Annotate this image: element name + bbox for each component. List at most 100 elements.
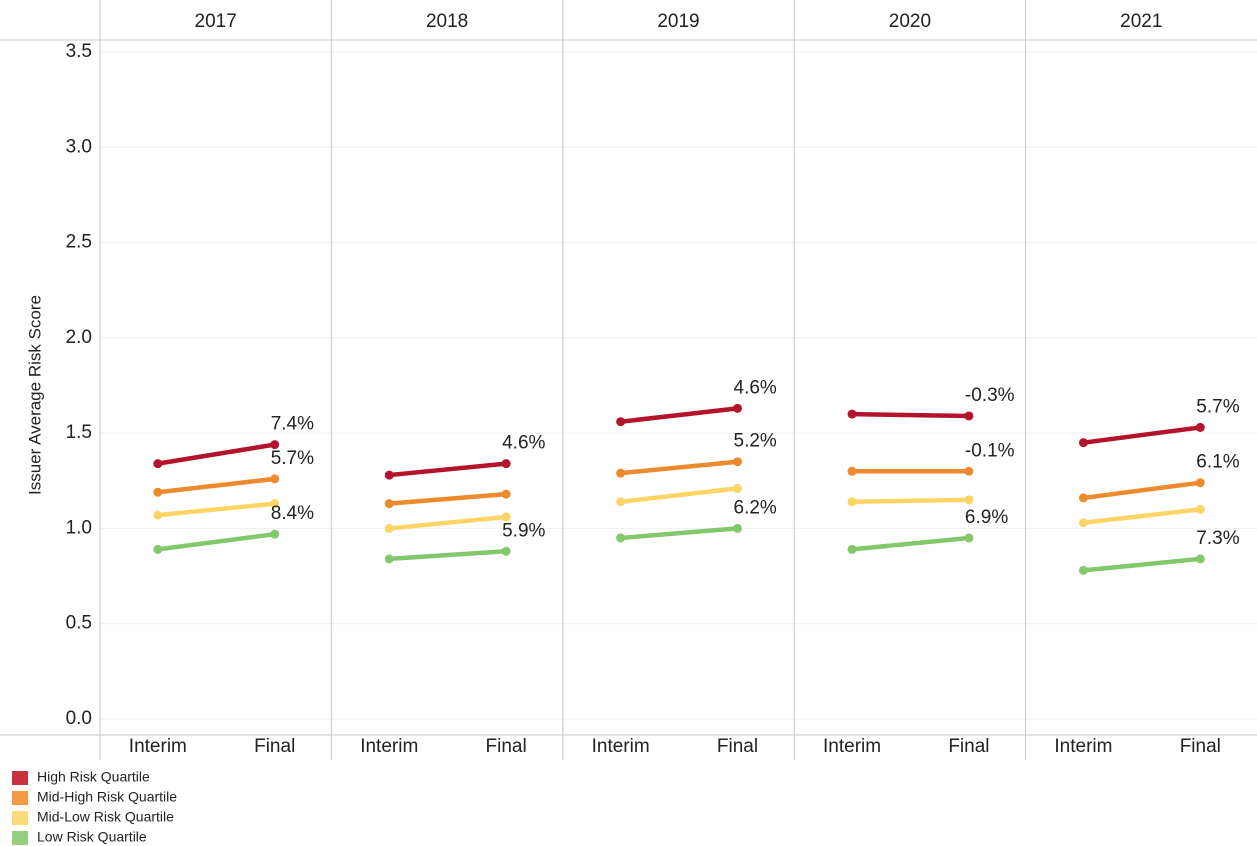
data-point: [1078, 493, 1088, 503]
series-line: [389, 549, 507, 562]
change-label: 5.2%: [734, 431, 777, 452]
series-line: [157, 476, 275, 495]
x-tick-label: Final: [717, 736, 758, 757]
panel-title: 2018: [426, 11, 468, 32]
x-tick-label: Interim: [360, 736, 418, 757]
series-line: [852, 497, 969, 504]
data-point: [384, 554, 394, 564]
data-point: [616, 533, 626, 543]
x-tick-label: Final: [948, 736, 989, 757]
legend-swatch: [12, 811, 28, 825]
data-point: [964, 495, 974, 505]
x-tick-label: Interim: [592, 736, 650, 757]
change-label: 5.9%: [502, 520, 545, 541]
y-tick-label: 3.0: [66, 136, 92, 157]
series-line: [620, 406, 738, 424]
y-tick-label: 1.5: [66, 422, 92, 443]
data-point: [964, 466, 974, 476]
series-line: [851, 535, 970, 552]
panel-title: 2019: [657, 11, 699, 32]
change-label: 7.4%: [271, 414, 314, 435]
x-tick-label: Final: [1180, 736, 1221, 757]
data-point: [1195, 422, 1205, 432]
change-label: 5.7%: [1196, 396, 1239, 417]
data-point: [153, 459, 163, 469]
data-point: [847, 409, 857, 419]
panel-title: 2020: [889, 11, 931, 32]
data-point: [847, 497, 857, 507]
panel-title: 2017: [195, 11, 237, 32]
series-line: [620, 459, 738, 476]
legend-swatch: [12, 771, 28, 785]
series-line: [1083, 556, 1201, 573]
x-tick-label: Interim: [1054, 736, 1112, 757]
x-tick-label: Interim: [823, 736, 881, 757]
data-point: [501, 459, 511, 469]
data-point: [501, 489, 511, 499]
data-point: [616, 417, 626, 427]
legend-label: High Risk Quartile: [37, 769, 150, 785]
series-line: [157, 501, 275, 518]
series-line: [852, 411, 969, 419]
change-label: 4.6%: [734, 377, 777, 398]
x-tick-label: Final: [486, 736, 527, 757]
y-tick-label: 0.0: [66, 708, 92, 729]
legend-swatch: [12, 831, 28, 845]
data-point: [733, 457, 743, 467]
data-point: [270, 474, 280, 484]
data-point: [733, 403, 743, 413]
data-point: [153, 487, 163, 497]
data-point: [733, 483, 743, 493]
change-label: -0.3%: [965, 385, 1015, 406]
y-tick-label: 3.5: [66, 41, 92, 62]
x-tick-label: Interim: [129, 736, 187, 757]
data-point: [964, 411, 974, 421]
data-point: [1078, 438, 1088, 448]
series-line: [1083, 480, 1201, 501]
data-point: [384, 499, 394, 509]
data-point: [270, 499, 280, 509]
data-point: [1195, 478, 1205, 488]
series-line: [389, 461, 507, 478]
panel-title: 2021: [1120, 11, 1162, 32]
data-point: [733, 523, 743, 533]
y-tick-label: 0.5: [66, 613, 92, 634]
legend-swatch: [12, 791, 28, 805]
series-line: [157, 531, 275, 552]
data-point: [847, 544, 857, 554]
data-point: [847, 466, 857, 476]
data-point: [153, 510, 163, 520]
series-line: [1083, 507, 1201, 525]
data-point: [270, 440, 280, 450]
legend-label: Mid-High Risk Quartile: [37, 789, 177, 805]
change-label: 6.9%: [965, 507, 1008, 528]
data-point: [501, 546, 511, 556]
data-point: [1195, 504, 1205, 514]
change-label: 8.4%: [271, 503, 314, 524]
data-point: [616, 468, 626, 478]
change-label: 5.7%: [271, 448, 314, 469]
y-tick-label: 2.5: [66, 232, 92, 253]
data-point: [964, 533, 974, 543]
y-axis-label: Issuer Average Risk Score: [25, 295, 44, 495]
legend-label: Mid-Low Risk Quartile: [37, 809, 174, 825]
data-point: [270, 529, 280, 539]
series-line: [620, 526, 738, 541]
change-label: 4.6%: [502, 433, 545, 454]
change-label: -0.1%: [965, 440, 1015, 461]
change-label: 6.2%: [734, 497, 777, 518]
data-point: [1078, 565, 1088, 575]
series-line: [1083, 425, 1201, 445]
change-label: 7.3%: [1196, 528, 1239, 549]
series-line: [157, 442, 276, 466]
data-point: [501, 512, 511, 522]
data-point: [153, 544, 163, 554]
series-line: [389, 514, 507, 531]
series-line: [389, 491, 507, 506]
y-tick-label: 1.0: [66, 517, 92, 538]
data-point: [1078, 518, 1088, 528]
legend-label: Low Risk Quartile: [37, 829, 147, 845]
change-label: 6.1%: [1196, 452, 1239, 473]
